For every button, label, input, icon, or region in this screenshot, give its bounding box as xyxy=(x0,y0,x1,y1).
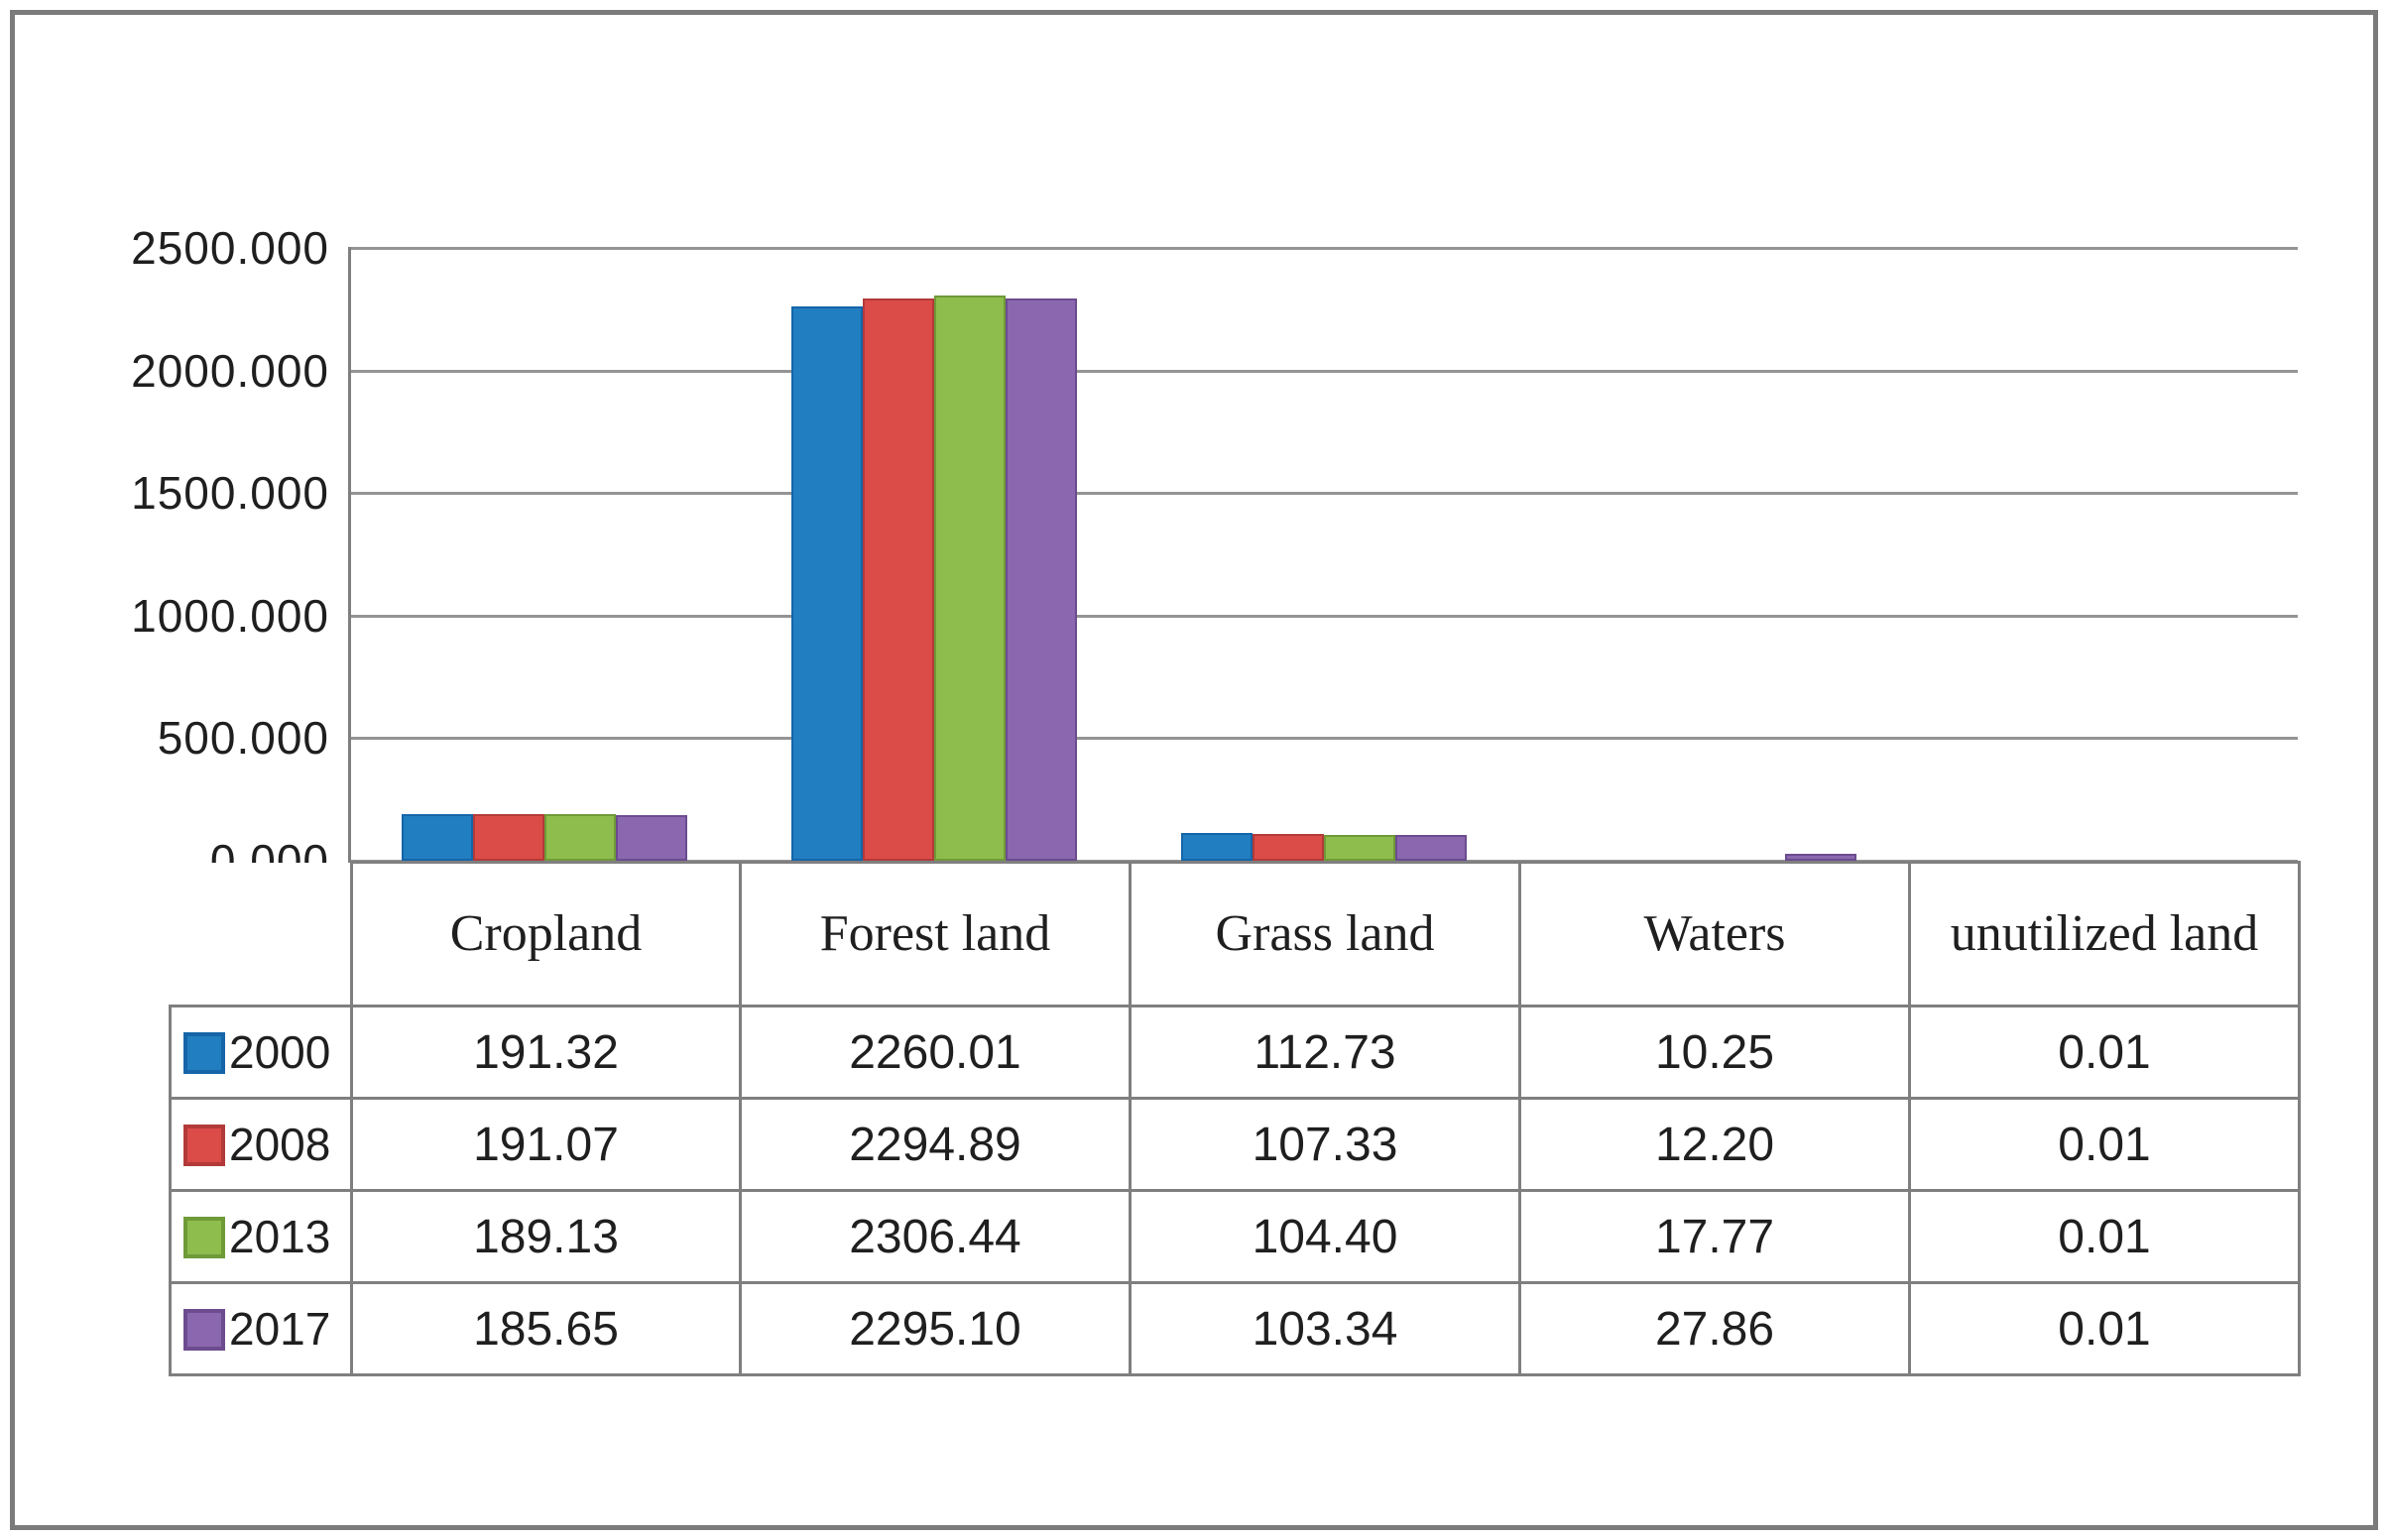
table-header-cell-grass-land: Grass land xyxy=(1129,861,1521,1007)
table-corner-spacer xyxy=(170,862,352,1007)
gridline xyxy=(350,860,2298,863)
bar-2017-cropland xyxy=(616,815,687,861)
value-cell: 27.86 xyxy=(1518,1281,1911,1376)
column-header-label: unutilized land xyxy=(1950,904,2259,962)
bar-2008-cropland xyxy=(473,814,544,861)
bar-2008-forest-land xyxy=(863,298,934,861)
y-tick-label: 1500.000 xyxy=(131,467,329,519)
value-cell: 2260.01 xyxy=(739,1005,1132,1100)
y-axis-line xyxy=(348,247,351,864)
table-header-cell-cropland: Cropland xyxy=(350,861,742,1007)
value-cell: 103.34 xyxy=(1129,1281,1521,1376)
series-year-label: 2008 xyxy=(229,1119,331,1170)
value-cell: 12.20 xyxy=(1518,1097,1911,1192)
column-header-label: Cropland xyxy=(449,904,643,962)
gridline xyxy=(350,492,2298,495)
bar-2017-grass-land xyxy=(1395,835,1467,861)
series-key-cell-2013: 2013 xyxy=(169,1189,353,1284)
value-cell: 112.73 xyxy=(1129,1005,1521,1100)
table-row-2017: 2017 185.65 2295.10 103.34 27.86 0.01 xyxy=(169,1281,2301,1376)
value-cell: 2294.89 xyxy=(739,1097,1132,1192)
series-year-label: 2017 xyxy=(229,1303,331,1355)
series-key-cell-2017: 2017 xyxy=(169,1281,353,1376)
data-table: Cropland Forest land Grass land Waters unuti… xyxy=(169,861,2301,1376)
bar-2000-forest-land xyxy=(791,306,863,861)
legend-key-icon xyxy=(183,1216,225,1258)
y-tick-label: 1000.000 xyxy=(131,590,329,642)
bar-2017-waters xyxy=(1785,854,1856,861)
table-header-cell-unutilized-land: unutilized land xyxy=(1908,861,2301,1007)
value-cell: 191.32 xyxy=(350,1005,742,1100)
column-header-label: Grass land xyxy=(1215,904,1435,962)
value-cell: 104.40 xyxy=(1129,1189,1521,1284)
value-cell: 185.65 xyxy=(350,1281,742,1376)
bar-2000-cropland xyxy=(402,814,473,861)
value-cell: 2306.44 xyxy=(739,1189,1132,1284)
series-year-label: 2013 xyxy=(229,1211,331,1262)
table-row-2008: 2008 191.07 2294.89 107.33 12.20 0.01 xyxy=(169,1097,2301,1192)
y-tick-label: 2500.000 xyxy=(131,222,329,274)
bar-2013-forest-land xyxy=(934,296,1006,861)
value-cell: 0.01 xyxy=(1908,1189,2301,1284)
legend-key-icon xyxy=(183,1308,225,1351)
bar-2013-cropland xyxy=(544,814,616,861)
bar-chart-plot-area xyxy=(350,247,2298,863)
table-header-cell-forest-land: Forest land xyxy=(739,861,1132,1007)
column-header-label: Forest land xyxy=(819,904,1051,962)
table-row-2000: 2000 191.32 2260.01 112.73 10.25 0.01 xyxy=(169,1005,2301,1100)
legend-key-icon xyxy=(183,1124,225,1166)
value-cell: 191.07 xyxy=(350,1097,742,1192)
bar-2013-grass-land xyxy=(1324,835,1395,861)
value-cell: 10.25 xyxy=(1518,1005,1911,1100)
gridline xyxy=(350,247,2298,250)
series-key-cell-2000: 2000 xyxy=(169,1005,353,1100)
series-key-cell-2008: 2008 xyxy=(169,1097,353,1192)
gridline xyxy=(350,370,2298,373)
column-header-label: Waters xyxy=(1643,904,1786,962)
table-header-cell-waters: Waters xyxy=(1518,861,1911,1007)
value-cell: 0.01 xyxy=(1908,1097,2301,1192)
value-cell: 2295.10 xyxy=(739,1281,1132,1376)
y-tick-label: 500.000 xyxy=(157,712,329,764)
value-cell: 189.13 xyxy=(350,1189,742,1284)
table-row-2013: 2013 189.13 2306.44 104.40 17.77 0.01 xyxy=(169,1189,2301,1284)
bar-2008-grass-land xyxy=(1253,834,1324,861)
gridline xyxy=(350,737,2298,740)
value-cell: 0.01 xyxy=(1908,1281,2301,1376)
value-cell: 107.33 xyxy=(1129,1097,1521,1192)
y-tick-label: 2000.000 xyxy=(131,345,329,397)
bar-2017-forest-land xyxy=(1006,298,1077,861)
value-cell: 0.01 xyxy=(1908,1005,2301,1100)
value-cell: 17.77 xyxy=(1518,1189,1911,1284)
series-year-label: 2000 xyxy=(229,1026,331,1078)
legend-key-icon xyxy=(183,1031,225,1074)
gridline xyxy=(350,615,2298,618)
bar-2000-grass-land xyxy=(1181,833,1253,861)
